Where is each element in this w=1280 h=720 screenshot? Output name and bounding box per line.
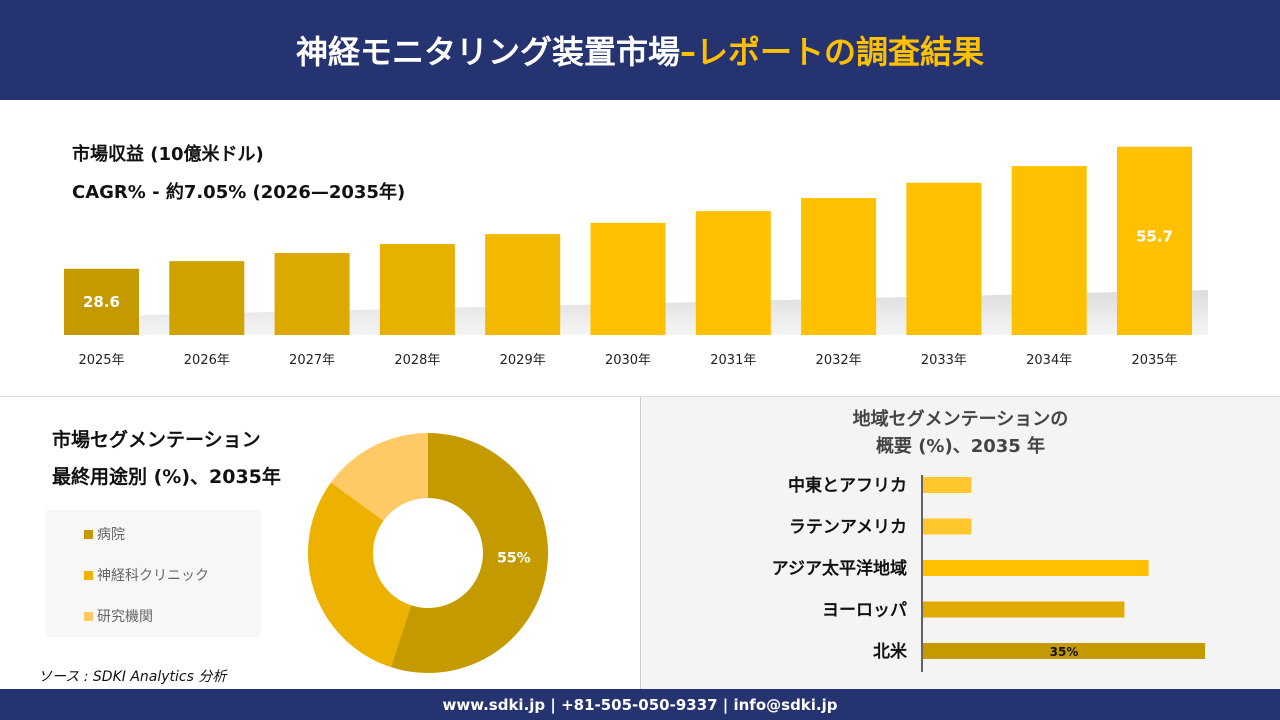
x-tick-label: 2028年 [394, 353, 440, 368]
footer-contact: www.sdki.jp | +81-505-050-9337 | info@sd… [0, 689, 1280, 720]
x-tick-label: 2029年 [500, 353, 546, 368]
title-accent: –レポートの調査結果 [680, 33, 985, 71]
x-tick-label: 2032年 [816, 353, 862, 368]
bar-2032年 [801, 198, 877, 335]
bar-2031年 [695, 211, 771, 335]
bar-2029年 [485, 234, 561, 335]
x-tick-label: 2030年 [605, 353, 651, 368]
bar-2033年 [906, 182, 982, 335]
bar-2034年 [1011, 166, 1087, 335]
legend-item: 神経科クリニック [84, 565, 209, 585]
legend-label: 神経科クリニック [97, 568, 209, 584]
revenue-bar-chart: 2025年 28.6 2026年 2027年 2028年 2029年 2030年 2031年 2… [64, 146, 1208, 368]
x-tick-label: 2031年 [710, 353, 756, 368]
bar-ラテンアメリカ [923, 518, 972, 535]
x-tick-label: 2026年 [184, 353, 230, 368]
divider [640, 397, 641, 689]
x-tick-label: 2025年 [78, 353, 124, 368]
legend-item: 研究機関 [84, 606, 153, 626]
source-note: ソース : SDKI Analytics 分析 [38, 669, 227, 685]
cagr-label: CAGR% - 約7.05% (2026—2035年) [72, 182, 406, 203]
revenue-chart-title: 市場収益 (10億米ドル) [72, 144, 264, 165]
region-panel [641, 397, 1280, 689]
y-tick-label: 中東とアフリカ [788, 475, 907, 496]
legend-label: 病院 [97, 527, 125, 543]
legend-swatch [84, 529, 93, 539]
region-title: 地域セグメンテーションの [852, 409, 1069, 430]
region-subtitle: 概要 (%)、2035 年 [875, 436, 1046, 457]
title-main: 神経モニタリング装置市場 [295, 33, 680, 71]
x-tick-label: 2033年 [921, 353, 967, 368]
divider [0, 396, 1280, 397]
bar-2025年 [64, 268, 139, 335]
y-tick-label: ラテンアメリカ [789, 518, 907, 538]
legend-swatch [84, 611, 93, 621]
x-tick-label: 2027年 [289, 353, 335, 368]
end-use-subtitle: 最終用途別 (%)、2035年 [52, 466, 281, 488]
bar-アジア太平洋地域 [923, 560, 1149, 576]
x-tick-label: 2035年 [1131, 353, 1177, 368]
bar-中東とアフリカ [923, 477, 972, 493]
donut-slice-病院 [390, 433, 548, 673]
bar-2035年 [1117, 146, 1192, 335]
y-tick-label: 北米 [873, 641, 908, 662]
legend-item: 病院 [84, 524, 125, 544]
y-tick-label: ヨーロッパ [822, 601, 907, 621]
data-label: 35% [1050, 645, 1079, 659]
legend-label: 研究機関 [97, 609, 153, 625]
data-label: 55.7 [1136, 228, 1173, 246]
bar-北米 [923, 643, 1205, 659]
legend-swatch [84, 570, 93, 580]
x-tick-label: 2034年 [1026, 353, 1072, 368]
end-use-donut-chart: 55% [308, 433, 548, 673]
bar-2028年 [379, 244, 455, 335]
bar-2030年 [590, 222, 666, 335]
donut-legend: 病院神経科クリニック 研究機関 [46, 510, 261, 637]
end-use-title: 市場セグメンテーション [52, 429, 261, 451]
data-label: 28.6 [83, 293, 120, 311]
donut-slice-研究機関 [330, 433, 428, 521]
page-header: 神経モニタリング装置市場 –レポートの調査結果 [0, 0, 1280, 100]
bar-ヨーロッパ [923, 601, 1125, 618]
bar-2027年 [274, 253, 350, 335]
bar-2026年 [169, 261, 245, 335]
donut-slice-神経科クリニック [308, 482, 412, 668]
y-tick-label: アジア太平洋地域 [772, 558, 907, 579]
data-label: 55% [497, 550, 531, 566]
